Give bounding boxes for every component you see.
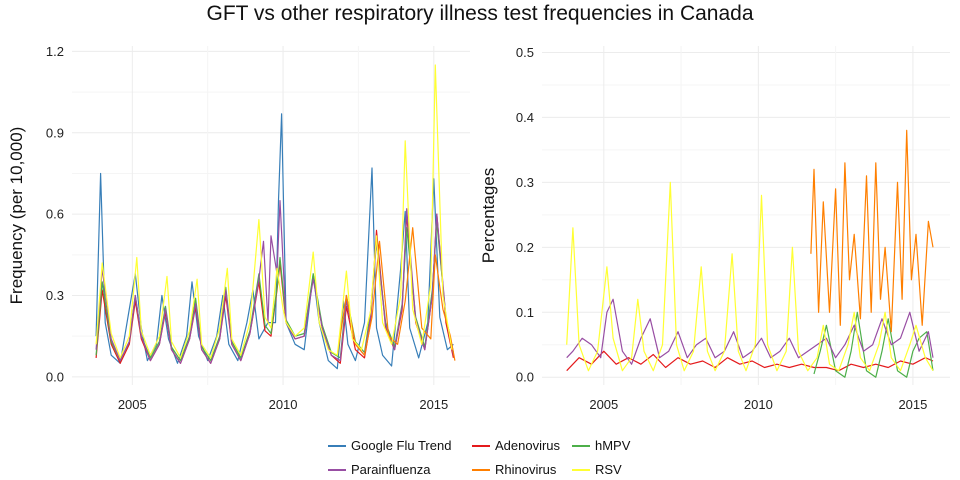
legend: Google Flu Trend Adenovirus hMPV Parainf… (328, 434, 688, 478)
y-tick-label: 0.5 (516, 45, 534, 60)
x-tick-label: 2005 (118, 397, 147, 412)
chart-title: GFT vs other respiratory illness test fr… (206, 2, 754, 25)
series-line-hmpv (813, 311, 934, 378)
legend-swatch (328, 444, 346, 447)
legend-label: Parainfluenza (351, 462, 431, 477)
series-line-adenovirus (566, 350, 934, 372)
y-axis-label: Frequency (per 10,000) (7, 127, 26, 305)
x-tick-label: 2015 (898, 397, 927, 412)
x-tick-label: 2010 (744, 397, 773, 412)
x-tick-label: 2015 (419, 397, 448, 412)
y-tick-label: 0.0 (516, 370, 534, 385)
legend-swatch (572, 468, 590, 471)
y-tick-label: 0.3 (516, 175, 534, 190)
y-tick-label: 0.6 (46, 207, 64, 222)
series-line-rhinovirus (810, 129, 934, 333)
x-tick-label: 2010 (269, 397, 298, 412)
legend-swatch (472, 444, 490, 447)
legend-label: hMPV (595, 438, 631, 453)
series-line-parainfluenza (95, 200, 454, 364)
legend-label: Rhinovirus (495, 462, 557, 477)
legend-label: RSV (595, 462, 622, 477)
y-axis-label: Percentages (480, 168, 498, 263)
legend-swatch (472, 468, 490, 471)
series-line-parainfluenza (566, 298, 934, 365)
y-tick-label: 0.2 (516, 240, 534, 255)
legend-item-google-flu-trend: Google Flu Trend (328, 438, 451, 453)
y-tick-label: 0.9 (46, 125, 64, 140)
legend-item-parainfluenza: Parainfluenza (328, 462, 431, 477)
grid (72, 46, 470, 385)
right-panel-chart: 0.0 0.1 0.2 0.3 0.4 0.5 2005 2010 2015 Percentage… (480, 45, 950, 412)
x-tick-label: 2005 (589, 397, 618, 412)
series-line-rsv (566, 181, 934, 372)
y-tick-label: 0.3 (46, 288, 64, 303)
legend-item-rsv: RSV (572, 462, 622, 477)
y-tick-label: 1.2 (46, 44, 64, 59)
left-panel-chart: 0.0 0.3 0.6 0.9 1.2 2005 2010 2015 Frequency (pe… (7, 44, 470, 412)
y-tick-label: 0.4 (516, 110, 534, 125)
legend-item-adenovirus: Adenovirus (472, 438, 560, 453)
grid (542, 46, 950, 385)
y-tick-label: 0.0 (46, 369, 64, 384)
legend-swatch (328, 468, 346, 471)
series-line-rsv (95, 64, 453, 359)
legend-swatch (572, 444, 590, 447)
legend-label: Adenovirus (495, 438, 561, 453)
legend-label: Google Flu Trend (351, 438, 452, 453)
y-tick-label: 0.1 (516, 305, 534, 320)
series-line-rhinovirus (336, 227, 456, 361)
legend-item-rhinovirus: Rhinovirus (472, 462, 556, 477)
legend-item-hmpv: hMPV (572, 438, 630, 453)
